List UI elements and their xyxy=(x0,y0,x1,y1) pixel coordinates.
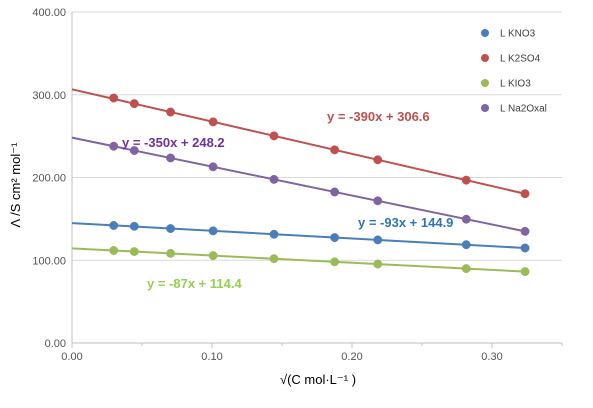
data-point xyxy=(166,248,176,258)
data-point xyxy=(129,99,139,109)
x-tick-label: 0.10 xyxy=(201,351,222,363)
x-tick-labels: 0.00 0.10 0.20 0.30 xyxy=(61,351,502,363)
legend-marker xyxy=(481,104,489,112)
trendline-2 xyxy=(71,247,526,273)
trendline-equation: y = -87x + 114.4 xyxy=(147,276,242,291)
x-tick-label: 0.30 xyxy=(481,351,502,363)
trendline-equation: y = -350x + 248.2 xyxy=(122,135,225,150)
trendline-0 xyxy=(71,222,526,249)
data-point xyxy=(269,254,279,264)
data-point xyxy=(520,267,530,277)
y-tick-label: 400.00 xyxy=(32,7,66,19)
data-point xyxy=(520,243,530,253)
legend-label: L KIO3 xyxy=(500,79,531,90)
data-point xyxy=(461,214,471,224)
data-point xyxy=(330,187,340,197)
data-point xyxy=(269,131,279,141)
trendlines xyxy=(71,88,526,273)
data-point xyxy=(330,233,340,243)
data-point xyxy=(166,153,176,163)
data-point xyxy=(109,93,119,103)
data-point xyxy=(330,257,340,267)
legend-label: L K2SO4 xyxy=(500,54,541,65)
data-point xyxy=(520,189,530,199)
data-point xyxy=(461,240,471,250)
data-point xyxy=(208,117,218,127)
trendline-equation: y = -390x + 306.6 xyxy=(327,109,430,124)
trendline-3 xyxy=(71,136,526,233)
legend-label: L KNO3 xyxy=(500,29,536,40)
axes xyxy=(71,12,563,348)
data-point xyxy=(269,229,279,239)
data-point xyxy=(373,196,383,206)
legend-marker xyxy=(481,54,489,62)
data-point xyxy=(129,221,139,231)
legend-marker xyxy=(481,79,489,87)
data-point xyxy=(461,175,471,185)
data-point xyxy=(109,141,119,151)
data-point xyxy=(166,107,176,117)
data-points xyxy=(109,93,530,277)
legend-label: L Na2Oxal xyxy=(500,104,547,115)
data-point xyxy=(109,221,119,230)
data-point xyxy=(461,264,471,274)
data-point xyxy=(373,155,383,165)
trendline-1 xyxy=(71,88,526,195)
y-tick-label: 300.00 xyxy=(32,90,66,102)
data-point xyxy=(208,251,218,261)
y-tick-labels: 0.00 100.00 200.00 300.00 400.00 xyxy=(32,7,66,350)
y-tick-label: 100.00 xyxy=(32,255,66,267)
data-point xyxy=(373,259,383,269)
x-tick-label: 0.00 xyxy=(61,351,82,363)
data-point xyxy=(520,226,530,236)
data-point xyxy=(208,162,218,172)
y-axis-label: Λ /S cm² mol⁻¹ xyxy=(8,142,23,228)
data-point xyxy=(330,145,340,155)
legend: L KNO3 L K2SO4 L KIO3 L Na2Oxal xyxy=(481,29,547,115)
data-point xyxy=(129,247,139,257)
trendline-equations: y = -93x + 144.9 y = -390x + 306.6 y = -87… xyxy=(122,109,453,291)
data-point xyxy=(166,224,176,234)
x-axis-label: √(C mol·L⁻¹ ) xyxy=(280,372,356,387)
data-point xyxy=(208,226,218,236)
legend-marker xyxy=(481,29,489,37)
trendline-equation: y = -93x + 144.9 xyxy=(358,215,453,230)
data-point xyxy=(109,246,119,255)
data-point xyxy=(129,146,139,155)
data-point xyxy=(269,174,279,184)
y-tick-label: 0.00 xyxy=(45,338,66,350)
x-tick-label: 0.20 xyxy=(341,351,362,363)
data-point xyxy=(373,235,383,245)
y-tick-label: 200.00 xyxy=(32,173,66,185)
